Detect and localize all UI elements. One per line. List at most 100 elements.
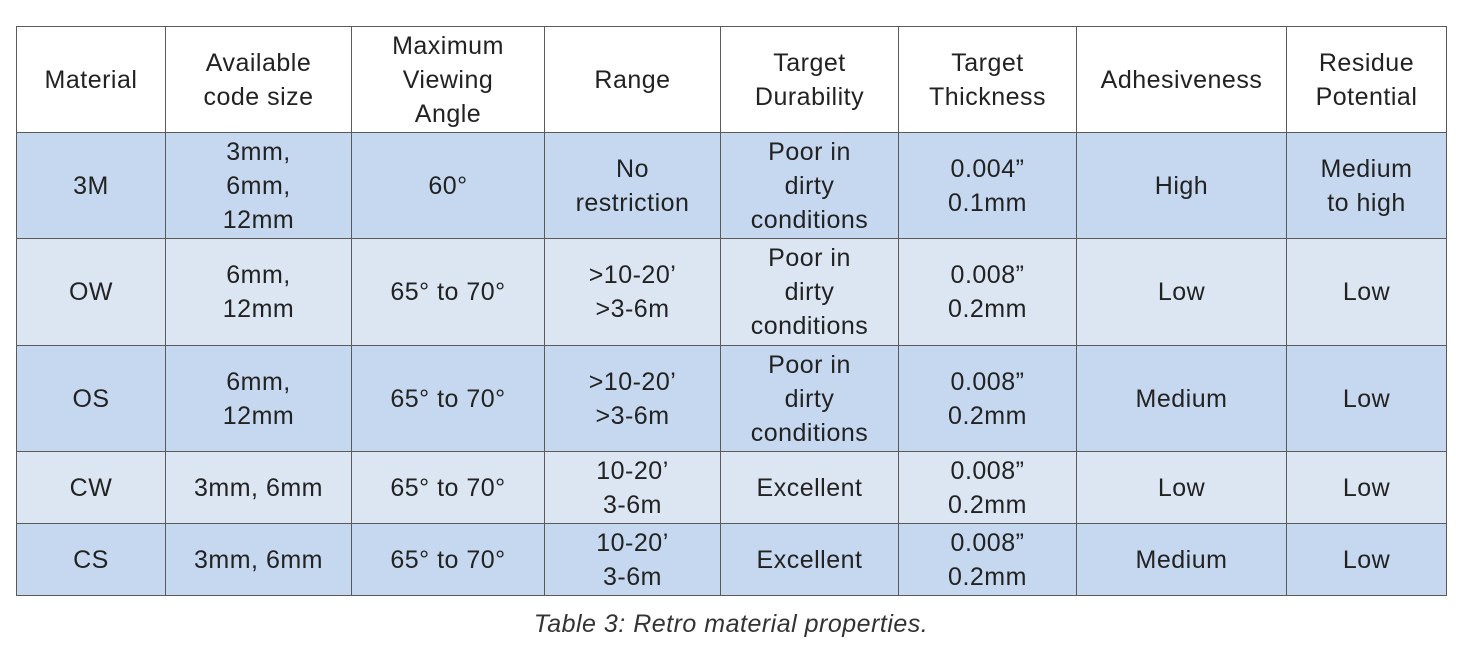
cell-text: Low	[1342, 384, 1391, 413]
table-row: OS 6mm, 12mm 65° to 70° >10-20’ >3-6m Poor in d…	[16, 345, 1447, 452]
cell-text: 3mm, 6mm	[194, 473, 323, 502]
cell-text: Potential	[1315, 82, 1418, 111]
cell-text: 60°	[428, 171, 468, 200]
table-cell: OS	[16, 345, 166, 452]
cell-text: 65° to 70°	[390, 545, 506, 574]
cell-text: Low	[1157, 473, 1206, 502]
cell-text: Low	[1342, 545, 1391, 574]
cell-text: 6mm,	[226, 171, 291, 200]
table-cell: 6mm, 12mm	[165, 345, 352, 452]
table-cell: >10-20’ >3-6m	[544, 238, 721, 346]
cell-text: OW	[68, 278, 114, 306]
cell-text: 65° to 70°	[390, 278, 506, 306]
cell-text: 0.008”	[950, 528, 1025, 557]
table-row: OW 6mm, 12mm 65° to 70° >10-20’ >3-6m Poor in d…	[16, 238, 1447, 346]
cell-text: OS	[72, 384, 110, 413]
cell-text: 0.2mm	[948, 295, 1027, 323]
cell-text: 0.2mm	[948, 490, 1027, 519]
table-cell: High	[1076, 132, 1287, 239]
header-row: Material Available code size Maximum Viewing…	[16, 26, 1447, 133]
table-caption: Table 3: Retro material properties.	[533, 610, 929, 638]
cell-text: Viewing	[402, 65, 494, 94]
table-cell: No restriction	[544, 132, 721, 239]
cell-text: Durability	[754, 82, 865, 111]
table-cell: Poor in dirty conditions	[720, 132, 899, 239]
cell-text: Low	[1157, 278, 1206, 306]
table-cell: Low	[1076, 238, 1287, 346]
header-cell: Maximum Viewing Angle	[351, 26, 545, 133]
cell-text: 10-20’	[596, 456, 669, 485]
cell-text: CS	[73, 545, 109, 574]
table-cell: 10-20’ 3-6m	[544, 523, 721, 596]
table-cell: CW	[16, 451, 166, 524]
cell-text: Medium	[1135, 545, 1228, 574]
header-cell: Range	[544, 26, 721, 133]
cell-text: Residue	[1318, 48, 1415, 77]
table-cell: 3mm, 6mm	[165, 451, 352, 524]
table-cell: 3mm, 6mm, 12mm	[165, 132, 352, 239]
cell-text: 12mm	[222, 295, 295, 323]
table-cell: 0.004” 0.1mm	[898, 132, 1077, 239]
cell-text: No	[616, 154, 649, 183]
cell-text: >3-6m	[595, 295, 670, 323]
cell-text: Adhesiveness	[1100, 65, 1263, 94]
cell-text: Poor in	[768, 350, 851, 379]
cell-text: Poor in	[768, 137, 851, 166]
table-cell: 0.008” 0.2mm	[898, 523, 1077, 596]
cell-text: Available	[205, 48, 312, 77]
cell-text: 3M	[73, 171, 109, 200]
table-cell: Excellent	[720, 523, 899, 596]
cell-text: restriction	[575, 188, 690, 217]
table-cell: Low	[1286, 238, 1447, 346]
table-cell: 65° to 70°	[351, 523, 545, 596]
table-cell: Excellent	[720, 451, 899, 524]
cell-text: >3-6m	[595, 401, 670, 430]
table-cell: Low	[1076, 451, 1287, 524]
cell-text: 12mm	[222, 401, 295, 430]
table-cell: 6mm, 12mm	[165, 238, 352, 346]
cell-text: dirty	[784, 384, 835, 413]
properties-table: Material Available code size Maximum Viewing…	[16, 26, 1447, 596]
cell-text: Maximum	[392, 31, 504, 60]
cell-text: code size	[203, 82, 314, 111]
cell-text: dirty	[784, 171, 835, 200]
cell-text: conditions	[750, 205, 869, 234]
cell-text: Excellent	[756, 473, 863, 502]
cell-text: 6mm,	[226, 261, 291, 289]
cell-text: 10-20’	[596, 528, 669, 557]
cell-text: 0.2mm	[948, 401, 1027, 430]
table-cell: 3M	[16, 132, 166, 239]
cell-text: conditions	[750, 312, 869, 340]
cell-text: Low	[1342, 278, 1391, 306]
cell-text: Range	[594, 65, 671, 94]
cell-text: 3mm,	[226, 137, 291, 166]
table-row: 3M 3mm, 6mm, 12mm 60° No restriction Poor in dir…	[16, 132, 1447, 239]
table-cell: >10-20’ >3-6m	[544, 345, 721, 452]
table-cell: OW	[16, 238, 166, 346]
table-cell: Medium to high	[1286, 132, 1447, 239]
table-cell: Medium	[1076, 523, 1287, 596]
cell-text: dirty	[784, 278, 835, 306]
cell-text: Low	[1342, 473, 1391, 502]
table-cell: 0.008” 0.2mm	[898, 451, 1077, 524]
table-cell: CS	[16, 523, 166, 596]
cell-text: High	[1154, 171, 1209, 200]
cell-text: 0.008”	[950, 367, 1025, 396]
table-cell: 65° to 70°	[351, 451, 545, 524]
table-cell: 0.008” 0.2mm	[898, 345, 1077, 452]
header-cell: Target Durability	[720, 26, 899, 133]
cell-text: to high	[1327, 188, 1406, 217]
cell-text: Medium	[1135, 384, 1228, 413]
cell-text: Poor in	[768, 244, 851, 272]
table-cell: 65° to 70°	[351, 238, 545, 346]
table-row: CW 3mm, 6mm 65° to 70° 10-20’ 3-6m Excellent 0…	[16, 451, 1447, 524]
table-cell: Low	[1286, 345, 1447, 452]
table-cell: Low	[1286, 523, 1447, 596]
cell-text: >10-20’	[588, 367, 677, 396]
table-cell: Poor in dirty conditions	[720, 345, 899, 452]
cell-text: >10-20’	[588, 261, 677, 289]
cell-text: Medium	[1320, 154, 1413, 183]
cell-text: 0.008”	[950, 456, 1025, 485]
cell-text: 3-6m	[603, 562, 662, 591]
